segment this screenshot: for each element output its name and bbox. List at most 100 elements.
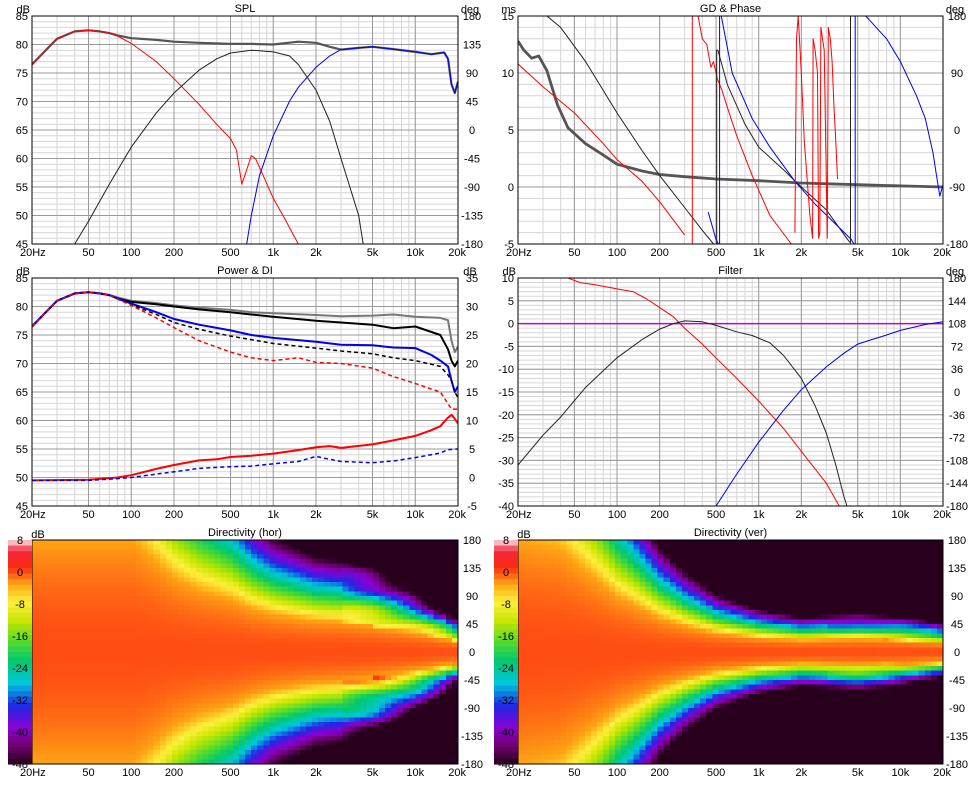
heatmap-cell <box>603 689 610 694</box>
heatmap-cell <box>633 675 640 680</box>
heatmap-cell <box>245 587 252 592</box>
heatmap-cell <box>355 559 362 564</box>
heatmap-cell <box>330 745 337 750</box>
heatmap-cell <box>542 601 549 606</box>
heatmap-cell <box>93 545 100 550</box>
heatmap-cell <box>209 717 216 722</box>
heatmap-cell <box>172 647 179 652</box>
heatmap-cell <box>209 615 216 620</box>
heatmap-cell <box>136 675 143 680</box>
heatmap-cell <box>318 722 325 727</box>
heatmap-cell <box>32 671 39 676</box>
heatmap-cell <box>428 661 435 666</box>
heatmap-cell <box>190 643 197 648</box>
heatmap-cell <box>342 671 349 676</box>
heatmap-cell <box>32 563 39 568</box>
heatmap-cell <box>597 573 604 578</box>
heatmap-cell <box>117 591 124 596</box>
heatmap-cell <box>288 685 295 690</box>
heatmap-cell <box>50 713 57 718</box>
heatmap-cell <box>117 755 124 760</box>
heatmap-cell <box>123 694 130 699</box>
heatmap-cell <box>50 727 57 732</box>
heatmap-cell <box>639 727 646 732</box>
heatmap-cell <box>269 750 276 755</box>
heatmap-cell <box>209 647 216 652</box>
heatmap-cell <box>385 549 392 554</box>
heatmap-cell <box>160 629 167 634</box>
heatmap-cell <box>591 563 598 568</box>
heatmap-cell <box>440 582 447 587</box>
heatmap-cell <box>257 717 264 722</box>
heatmap-cell <box>428 619 435 624</box>
heatmap-cell <box>639 554 646 559</box>
heatmap-cell <box>196 549 203 554</box>
y2-tick-label: 180 <box>948 11 966 23</box>
heatmap-cell <box>639 596 646 601</box>
heatmap-cell <box>227 680 234 685</box>
heatmap-cell <box>609 615 616 620</box>
heatmap-cell <box>227 722 234 727</box>
heatmap-cell <box>38 577 45 582</box>
heatmap-cell <box>561 587 568 592</box>
heatmap-cell <box>166 554 173 559</box>
heatmap-cell <box>336 661 343 666</box>
heatmap-cell <box>330 713 337 718</box>
heatmap-cell <box>530 750 537 755</box>
heatmap-cell <box>178 717 185 722</box>
heatmap-cell <box>312 736 319 741</box>
heatmap-cell <box>300 596 307 601</box>
heatmap-cell <box>81 540 88 545</box>
heatmap-cell <box>342 694 349 699</box>
heatmap-cell <box>263 675 270 680</box>
heatmap-cell <box>263 694 270 699</box>
heatmap-cell <box>190 638 197 643</box>
heatmap-cell <box>215 601 222 606</box>
heatmap-cell <box>397 633 404 638</box>
heatmap-cell <box>75 605 82 610</box>
heatmap-cell <box>554 731 561 736</box>
heatmap-cell <box>633 587 640 592</box>
heatmap-cell <box>561 750 568 755</box>
heatmap-cell <box>282 741 289 746</box>
heatmap-cell <box>530 675 537 680</box>
heatmap-cell <box>233 568 240 573</box>
heatmap-cell <box>373 699 380 704</box>
heatmap-cell <box>282 615 289 620</box>
heatmap-cell <box>202 549 209 554</box>
heatmap-cell <box>627 727 634 732</box>
heatmap-cell <box>373 727 380 732</box>
heatmap-cell <box>440 587 447 592</box>
heatmap-cell <box>561 629 568 634</box>
heatmap-cell <box>306 577 313 582</box>
heatmap-cell <box>627 722 634 727</box>
heatmap-cell <box>129 675 136 680</box>
x-tick-label: 2k <box>310 767 322 779</box>
heatmap-cell <box>585 745 592 750</box>
heatmap-cell <box>306 717 313 722</box>
heatmap-cell <box>269 587 276 592</box>
heatmap-cell <box>166 703 173 708</box>
heatmap-cell <box>361 755 368 760</box>
heatmap-cell <box>160 605 167 610</box>
heatmap-cell <box>172 699 179 704</box>
heatmap-cell <box>44 755 51 760</box>
heatmap-cell <box>105 694 112 699</box>
heatmap-cell <box>585 605 592 610</box>
heatmap-cell <box>257 610 264 615</box>
heatmap-cell <box>288 643 295 648</box>
heatmap-cell <box>573 615 580 620</box>
heatmap-cell <box>646 573 653 578</box>
heatmap-cell <box>542 591 549 596</box>
heatmap-cell <box>597 591 604 596</box>
heatmap-cell <box>215 633 222 638</box>
heatmap-cell <box>87 708 94 713</box>
heatmap-cell <box>440 652 447 657</box>
heatmap-cell <box>627 624 634 629</box>
heatmap-cell <box>56 601 63 606</box>
heatmap-cell <box>567 727 574 732</box>
heatmap-cell <box>318 596 325 601</box>
heatmap-cell <box>428 722 435 727</box>
heatmap-cell <box>415 568 422 573</box>
heatmap-cell <box>428 638 435 643</box>
